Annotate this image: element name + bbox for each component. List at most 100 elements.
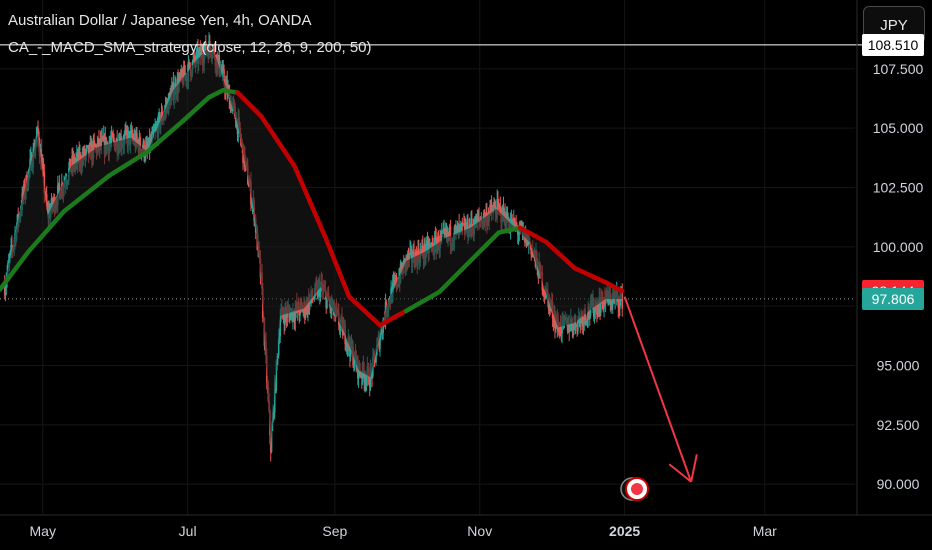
time-tick-label: Jul [179, 523, 197, 539]
candle-body [155, 127, 157, 129]
price-tick-label: 92.500 [877, 417, 920, 433]
sma-segment [0, 249, 31, 292]
candle-body [513, 217, 516, 228]
candle-body [289, 311, 292, 321]
candle-body [275, 360, 278, 391]
candle-body [164, 106, 167, 111]
candle-body [28, 168, 31, 171]
candle-body [442, 229, 445, 232]
candle-body [29, 158, 31, 169]
indicator-legend[interactable]: CA_-_MACD_SMA_strategy (close, 12, 26, 9… [8, 39, 372, 56]
candle-body [571, 324, 574, 331]
candle-body [4, 287, 7, 296]
candle-body [278, 336, 281, 340]
candle-body [42, 166, 45, 172]
candle-body [496, 199, 498, 218]
candle-body [159, 114, 161, 129]
candle-body [586, 318, 589, 322]
candle-body [73, 157, 76, 168]
candle-body [251, 202, 254, 204]
candle-body [497, 199, 499, 204]
candle-body [151, 134, 153, 142]
candle-body [7, 262, 9, 273]
candle-body [380, 329, 383, 334]
candle-body [45, 193, 48, 207]
candle-body [83, 148, 86, 158]
candle-body [573, 322, 575, 331]
candle-body [518, 231, 521, 234]
candle-body [369, 369, 372, 388]
candle-body [420, 251, 422, 253]
candle-body [8, 257, 11, 262]
candle-body [375, 355, 377, 363]
candle-body [409, 248, 411, 254]
candle-body [444, 229, 446, 232]
candle-body [560, 333, 563, 335]
candle-body [392, 281, 395, 283]
candle-body [520, 223, 522, 226]
candle-body [317, 285, 320, 297]
candle-body [593, 312, 596, 317]
candle-body [543, 291, 546, 295]
price-axis[interactable]: 90.000 92.500 95.000 100.000 102.500 105.000 1… [856, 0, 924, 515]
candle-body [572, 330, 574, 332]
candle-body [530, 244, 533, 255]
replay-icon[interactable] [620, 477, 649, 501]
candle-body [334, 313, 336, 316]
high-line-price-label: 108.510 [862, 33, 924, 56]
candle-body [36, 127, 39, 137]
candle-body [569, 328, 571, 332]
candle-body [23, 184, 26, 196]
candle-body [493, 205, 496, 208]
arrow-shaft [623, 296, 693, 483]
candle-body [226, 81, 229, 95]
candle-body [512, 219, 514, 228]
candle-body [302, 308, 305, 313]
candle-body [144, 156, 146, 158]
candle-body [478, 220, 481, 222]
candle-body [92, 140, 95, 159]
candle-body [497, 203, 500, 208]
candle-body [408, 253, 411, 260]
candle-body [153, 130, 156, 132]
sma-segment [221, 87, 240, 95]
sma-segment [572, 265, 608, 285]
candle-body [490, 205, 493, 212]
candle-body [223, 69, 225, 84]
replay-icon-dot [631, 483, 643, 495]
candle-body [136, 133, 138, 141]
candle-body [168, 94, 171, 96]
candle-body [88, 144, 91, 156]
projection-arrow[interactable] [623, 296, 698, 483]
time-axis[interactable]: May Jul Sep Nov 2025 Mar [0, 514, 932, 539]
sma-segment [437, 256, 475, 295]
candle-body [617, 296, 620, 308]
candle-body [277, 355, 279, 357]
candle-body [308, 299, 311, 311]
candle-body [461, 222, 464, 226]
current-price-label: 97.806 [862, 287, 924, 310]
candle-body [621, 289, 624, 309]
arrow-head [668, 463, 692, 483]
sma-segment [145, 118, 186, 155]
candle-body [41, 163, 44, 167]
candle-body [467, 219, 469, 238]
candle-body [600, 302, 602, 313]
candle-body [425, 240, 428, 254]
sma-segment [377, 308, 409, 328]
candle-body [433, 236, 436, 253]
candle-body [594, 305, 597, 313]
candle-body [359, 371, 362, 376]
candle-body [440, 232, 443, 238]
candle-body [506, 211, 509, 222]
candle-body [37, 127, 39, 132]
sma-line [0, 87, 625, 328]
time-tick-label: Sep [322, 523, 347, 539]
candle-body [292, 310, 295, 318]
candle-body [272, 408, 274, 421]
candle-body [353, 362, 355, 366]
candle-body [459, 225, 461, 228]
sma-segment [323, 235, 352, 299]
candle-body [192, 59, 194, 63]
